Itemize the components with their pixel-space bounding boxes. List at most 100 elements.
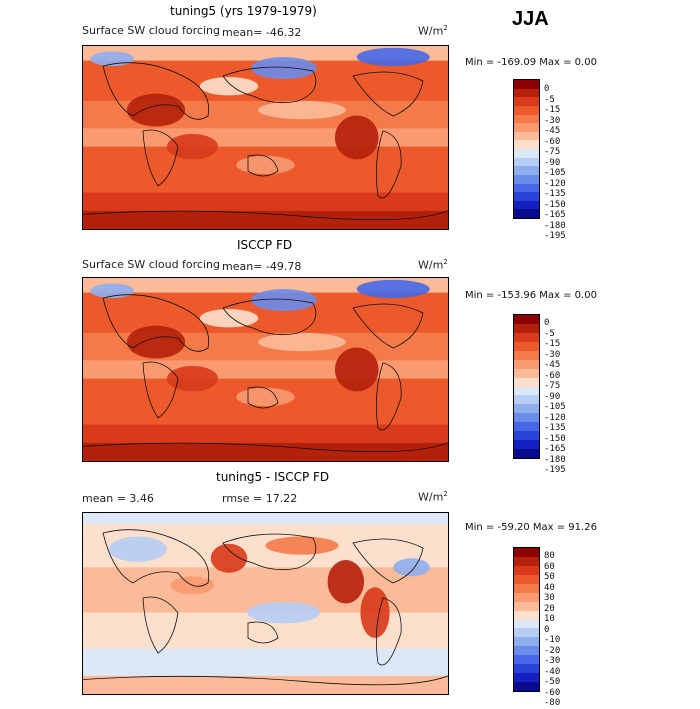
colorbar-swatch bbox=[514, 114, 539, 124]
colorbar-swatch bbox=[514, 359, 539, 369]
colorbar-swatch bbox=[514, 592, 539, 602]
colorbar-tick-label: -150 bbox=[544, 199, 566, 210]
colorbar-swatch bbox=[514, 97, 539, 106]
colorbar-tick-label: -50 bbox=[544, 677, 561, 687]
colorbar-tick-label: 60 bbox=[544, 561, 555, 572]
season-label: JJA bbox=[512, 8, 549, 30]
colorbar-tick-label: 50 bbox=[544, 572, 555, 582]
colorbar-tick-label: 20 bbox=[544, 603, 555, 614]
colorbar-tick-label: -180 bbox=[544, 454, 566, 465]
colorbar-tick-label: -30 bbox=[544, 656, 561, 666]
panel2-colorbar-labels: 0 -5 -15 -30 -45 -60 -75 -90 -105 -120 -135 -150 -16… bbox=[544, 318, 566, 476]
colorbar-swatch bbox=[514, 673, 539, 683]
panel3-map-svg bbox=[83, 513, 448, 694]
colorbar-swatch bbox=[514, 548, 539, 557]
colorbar-swatch bbox=[514, 350, 539, 360]
colorbar-swatch bbox=[514, 610, 539, 620]
colorbar-swatch bbox=[514, 323, 539, 333]
colorbar-tick-label: 0 bbox=[544, 84, 550, 94]
colorbar-swatch bbox=[514, 149, 539, 158]
colorbar-swatch bbox=[514, 422, 539, 432]
colorbar-swatch bbox=[514, 166, 539, 175]
colorbar-tick-label: 10 bbox=[544, 614, 555, 624]
panel1-colorbar bbox=[513, 79, 540, 219]
colorbar-tick-label: -135 bbox=[544, 189, 566, 199]
colorbar-tick-label: 40 bbox=[544, 582, 555, 593]
colorbar-swatch bbox=[514, 637, 539, 647]
colorbar-swatch bbox=[514, 583, 539, 593]
colorbar-swatch bbox=[514, 628, 539, 638]
colorbar-tick-label: -60 bbox=[544, 370, 561, 381]
colorbar-swatch bbox=[514, 449, 539, 458]
colorbar-tick-label: -120 bbox=[544, 178, 566, 189]
colorbar-swatch bbox=[514, 556, 539, 566]
colorbar-swatch bbox=[514, 377, 539, 387]
colorbar-tick-label: -120 bbox=[544, 412, 566, 423]
colorbar-swatch bbox=[514, 368, 539, 378]
colorbar-swatch bbox=[514, 619, 539, 629]
colorbar-swatch bbox=[514, 157, 539, 167]
panel1-colorbar-labels: 0 -5 -15 -30 -45 -60 -75 -90 -105 -120 -135 -150 -16… bbox=[544, 84, 566, 242]
panel2-map-svg bbox=[83, 278, 448, 461]
panel2-colorbar bbox=[513, 314, 540, 459]
colorbar-tick-label: -5 bbox=[544, 94, 555, 105]
colorbar-tick-label: -15 bbox=[544, 339, 561, 349]
colorbar-swatch bbox=[514, 315, 539, 324]
panel2-field-label: Surface SW cloud forcing bbox=[82, 258, 220, 271]
colorbar-tick-label: 80 bbox=[544, 551, 555, 561]
panel1-units: W/m2 bbox=[418, 24, 448, 38]
colorbar-swatch bbox=[514, 140, 539, 149]
colorbar-swatch bbox=[514, 123, 539, 132]
panel3-mean: mean = 3.46 bbox=[82, 492, 154, 505]
panel2-map bbox=[82, 277, 449, 462]
panel2-title: ISCCP FD bbox=[237, 238, 293, 252]
panel1-map-svg bbox=[83, 46, 448, 229]
colorbar-tick-label: 30 bbox=[544, 593, 555, 603]
colorbar-tick-label: -165 bbox=[544, 444, 566, 454]
colorbar-swatch bbox=[514, 209, 539, 218]
colorbar-swatch bbox=[514, 174, 539, 184]
colorbar-swatch bbox=[514, 574, 539, 584]
colorbar-swatch bbox=[514, 386, 539, 396]
panel3-units: W/m2 bbox=[418, 490, 448, 504]
colorbar-swatch bbox=[514, 431, 539, 441]
panel3-colorbar-labels: 80 60 50 40 30 20 10 0 -10 -20 -30 -40 -50 -60 -80 bbox=[544, 551, 560, 709]
colorbar-tick-label: -10 bbox=[544, 635, 561, 645]
panel1-mean: mean= -46.32 bbox=[222, 26, 302, 39]
colorbar-tick-label: -135 bbox=[544, 423, 566, 433]
colorbar-tick-label: -45 bbox=[544, 360, 561, 370]
colorbar-tick-label: -105 bbox=[544, 168, 566, 178]
colorbar-tick-label: -195 bbox=[544, 231, 566, 241]
panel2-mean: mean= -49.78 bbox=[222, 260, 302, 273]
colorbar-tick-label: -60 bbox=[544, 136, 561, 147]
panel1-title: tuning5 (yrs 1979-1979) bbox=[170, 4, 317, 18]
colorbar-swatch bbox=[514, 192, 539, 201]
panel3-rmse: rmse = 17.22 bbox=[222, 492, 298, 505]
colorbar-swatch bbox=[514, 332, 539, 342]
colorbar-swatch bbox=[514, 413, 539, 423]
colorbar-tick-label: -15 bbox=[544, 105, 561, 115]
colorbar-tick-label: -30 bbox=[544, 115, 561, 126]
colorbar-swatch bbox=[514, 341, 539, 351]
colorbar-tick-label: -105 bbox=[544, 402, 566, 412]
panel1-map bbox=[82, 45, 449, 230]
colorbar-swatch bbox=[514, 601, 539, 611]
colorbar-swatch bbox=[514, 88, 539, 98]
colorbar-swatch bbox=[514, 80, 539, 89]
colorbar-swatch bbox=[514, 655, 539, 665]
colorbar-swatch bbox=[514, 646, 539, 656]
panel2-minmax: Min = -153.96 Max = 0.00 bbox=[465, 290, 597, 301]
panel1-minmax: Min = -169.09 Max = 0.00 bbox=[465, 57, 597, 68]
colorbar-swatch bbox=[514, 200, 539, 210]
colorbar-tick-label: -180 bbox=[544, 220, 566, 231]
panel3-minmax: Min = -59.20 Max = 91.26 bbox=[465, 522, 597, 533]
panel3-map bbox=[82, 512, 449, 695]
colorbar-tick-label: -150 bbox=[544, 433, 566, 444]
colorbar-tick-label: -20 bbox=[544, 645, 561, 656]
colorbar-tick-label: 0 bbox=[544, 318, 550, 328]
colorbar-swatch bbox=[514, 565, 539, 575]
colorbar-tick-label: -30 bbox=[544, 349, 561, 360]
colorbar-tick-label: -45 bbox=[544, 126, 561, 136]
colorbar-tick-label: -75 bbox=[544, 147, 561, 157]
colorbar-swatch bbox=[514, 664, 539, 674]
